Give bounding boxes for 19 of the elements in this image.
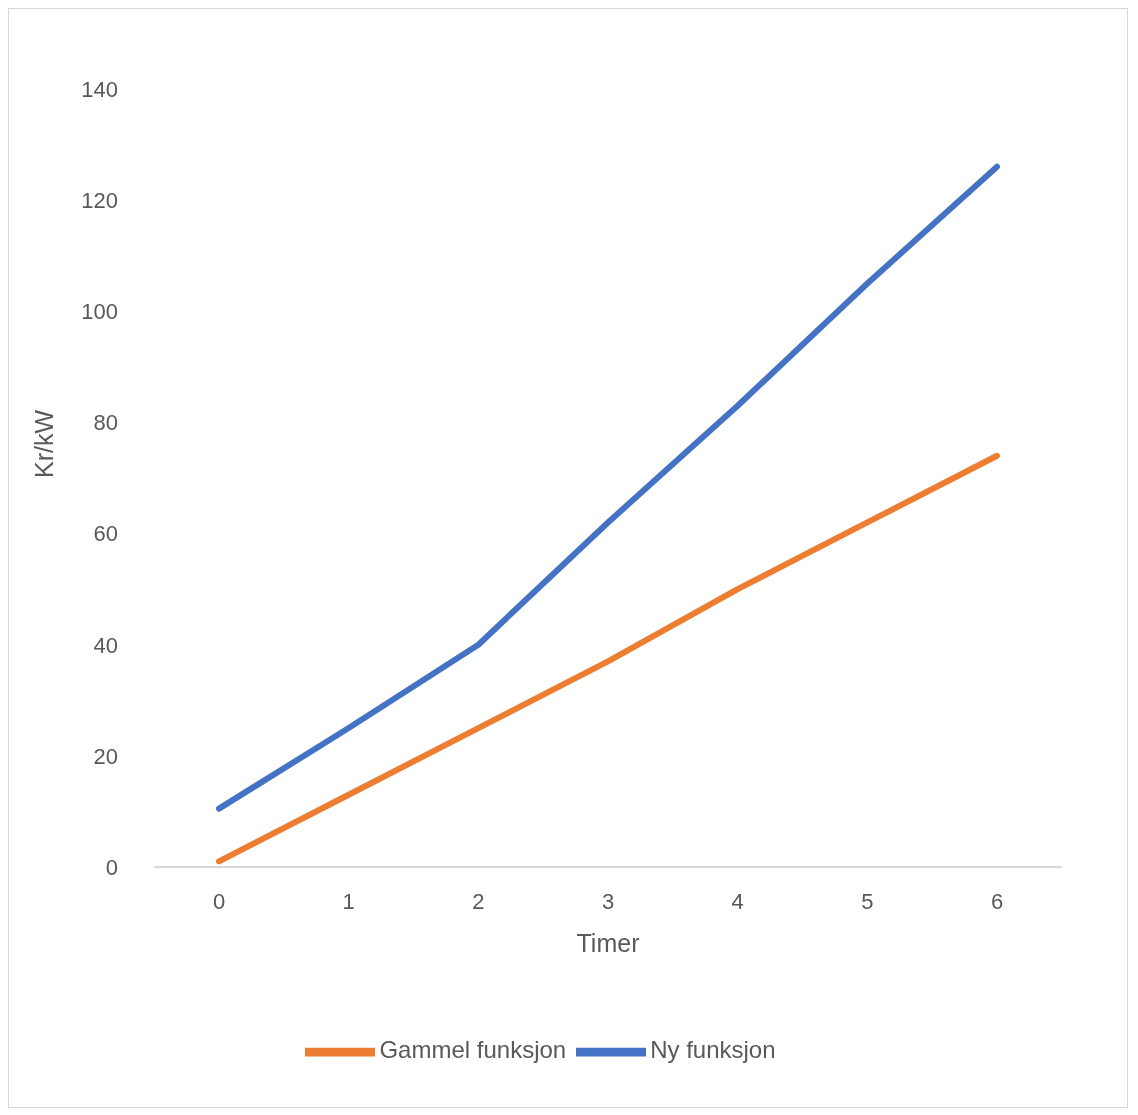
x-axis-title: Timer: [576, 929, 640, 957]
y-tick-label: 0: [105, 854, 118, 880]
x-tick-label: 1: [342, 888, 355, 914]
y-tick-label: 60: [93, 521, 118, 547]
y-tick-label: 40: [93, 632, 118, 658]
x-tick-label: 5: [861, 888, 874, 914]
y-axis-title: Kr/kW: [29, 409, 58, 478]
x-tick-label: 0: [212, 888, 226, 914]
y-tick-label: 100: [81, 299, 118, 325]
y-tick-label: 120: [81, 187, 118, 213]
x-tick-label: 4: [731, 888, 744, 914]
y-tick-label: 20: [93, 743, 118, 769]
legend-label: Gammel funksjon: [379, 1036, 567, 1064]
x-tick-label: 2: [472, 888, 485, 914]
y-tick-label: 80: [93, 410, 118, 436]
legend-label: Ny funksjon: [650, 1036, 776, 1064]
x-tick-label: 6: [990, 888, 1004, 914]
y-tick-label: 140: [81, 76, 118, 102]
x-tick-label: 3: [601, 888, 615, 914]
